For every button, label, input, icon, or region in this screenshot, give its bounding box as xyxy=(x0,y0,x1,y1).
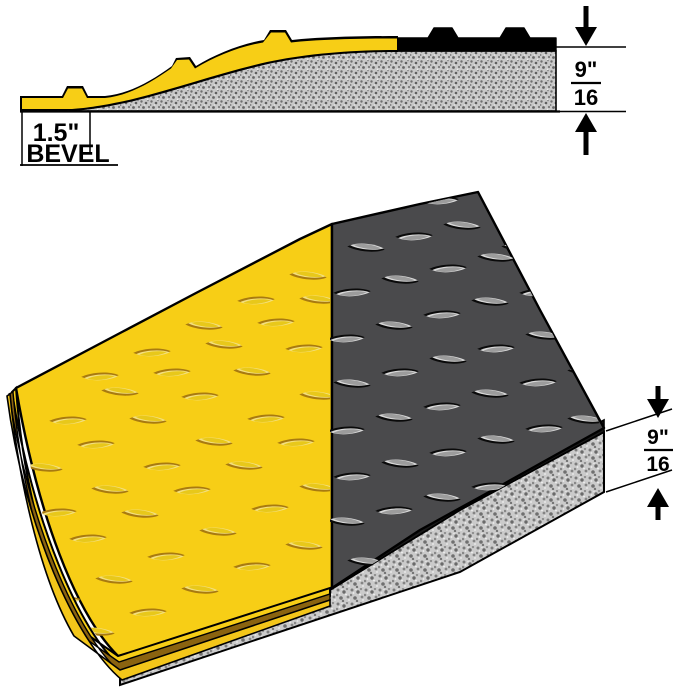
thickness-callout-cross-section: 9" 16 xyxy=(556,6,626,155)
cross-section-yellow-top-layer xyxy=(22,32,397,109)
bevel-callout: 1.5" BEVEL xyxy=(20,111,118,168)
cross-section-view: 9" 16 1.5" BEVEL xyxy=(20,6,626,168)
up-arrow-icon xyxy=(575,113,597,155)
down-arrow-icon xyxy=(647,386,669,418)
leader-line-bottom xyxy=(605,469,673,493)
thickness-numerator: 9" xyxy=(647,426,669,449)
bevel-text-label: BEVEL xyxy=(26,140,109,168)
perspective-view: 9" 16 xyxy=(6,190,673,687)
up-arrow-icon xyxy=(647,488,669,520)
cross-section-black-top-layer xyxy=(397,27,557,52)
thickness-denominator: 16 xyxy=(574,85,598,110)
perspective-dark-surface xyxy=(330,190,606,590)
thickness-numerator: 9" xyxy=(575,57,598,82)
bevel-measure-label: 1.5" xyxy=(33,119,80,147)
down-arrow-icon xyxy=(575,6,597,46)
thickness-callout-perspective: 9" 16 xyxy=(605,386,673,520)
thickness-denominator: 16 xyxy=(646,453,669,476)
perspective-yellow-bevel-lower xyxy=(6,392,331,681)
